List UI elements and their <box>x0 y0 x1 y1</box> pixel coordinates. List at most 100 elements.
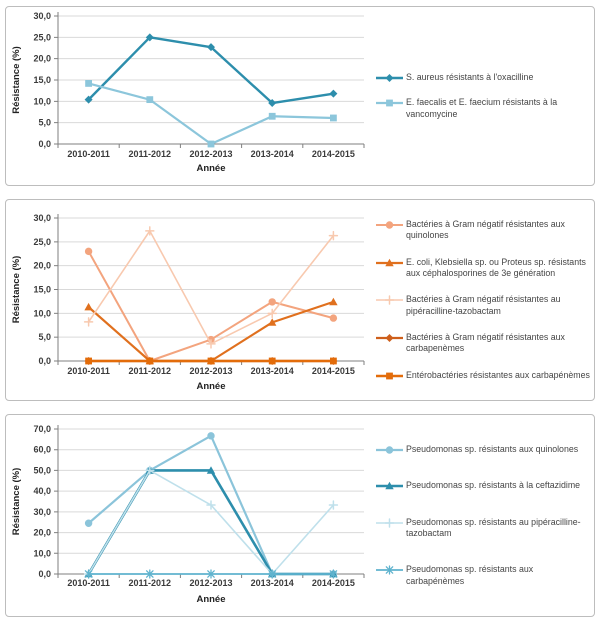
legend-key-icon <box>376 221 403 229</box>
y-tick-label: 0,0 <box>38 356 51 366</box>
triangle-marker-icon <box>84 302 93 311</box>
chart-gram-negative-plot: 0,0 5,0 10,0 15,0 20,0 25,0 30,0 2010-2011 2011-… <box>11 213 365 392</box>
asterisk-marker-icon <box>84 569 93 579</box>
legend-key-icon <box>376 446 403 454</box>
diamond-marker-icon <box>329 89 338 98</box>
plus-marker-icon <box>145 226 155 236</box>
series-2-line <box>84 466 338 578</box>
legend-label: Entérobactéries résistantes aux carbapén… <box>406 369 590 380</box>
plus-marker-icon <box>83 317 94 327</box>
chart-gram-negative-legend: Bactéries à Gram négatif résistantes aux… <box>374 200 594 400</box>
y-tick-label: 25,0 <box>33 32 51 42</box>
x-tick-label: 2013-2014 <box>251 149 294 159</box>
triangle-marker-icon <box>206 466 216 474</box>
circle-marker-icon <box>84 519 93 527</box>
square-marker-icon <box>146 357 154 365</box>
x-axis-labels: 2010-2011 2011-2012 2012-2013 2013-2014 2014… <box>67 366 355 376</box>
x-tick-label: 2010-2011 <box>67 366 110 376</box>
legend-item: Bactéries à Gram négatif résistantes aux… <box>376 219 590 242</box>
circle-marker-icon <box>385 221 394 229</box>
square-marker-icon <box>85 357 92 365</box>
y-tick-label: 5,0 <box>38 332 51 342</box>
legend-item: E. coli, Klebsiella sp. ou Proteus sp. r… <box>376 257 590 280</box>
gridlines <box>58 15 364 124</box>
legend-label: Bactéries à Gram négatif résistantes aux… <box>406 218 565 241</box>
asterisk-marker-icon <box>385 565 394 575</box>
triangle-marker-icon <box>329 297 338 306</box>
diamond-marker-icon <box>84 95 93 104</box>
series-5-line <box>85 357 337 365</box>
legend-item: Pseudomonas sp. résistants à la ceftazid… <box>376 480 590 491</box>
circle-marker-icon <box>329 314 338 322</box>
legend-label: Bactéries à Gram négatif résistantes au … <box>406 294 561 316</box>
chart-gram-positive-plot: 0,0 5,0 10,0 15,0 20,0 25,0 30,0 2010-2011 2011-… <box>11 11 365 174</box>
legend-item: Pseudomonas sp. résistants aux quinolone… <box>376 444 590 455</box>
chart-pseudomonas-legend: Pseudomonas sp. résistants aux quinolone… <box>374 415 594 616</box>
x-tick-label: 2011-2012 <box>129 578 172 588</box>
chart-panel-gram-positive: 0,0 5,0 10,0 15,0 20,0 25,0 30,0 2010-2011 2011-… <box>5 6 595 186</box>
plus-marker-icon <box>384 517 395 528</box>
legend-item: Bactéries à Gram négatif résistantes au … <box>376 294 590 317</box>
x-tick-label: 2011-2012 <box>129 149 172 159</box>
plus-marker-icon <box>206 500 216 510</box>
circle-marker-icon <box>207 432 215 440</box>
x-tick-label: 2014-2015 <box>312 578 355 588</box>
legend-key-icon <box>376 73 403 82</box>
y-tick-label: 10,0 <box>33 548 51 558</box>
legend-key-icon <box>376 295 403 306</box>
square-marker-icon <box>85 80 92 87</box>
legend-item: Pseudomonas sp. résistants au pipéracill… <box>376 517 590 540</box>
triangle-marker-icon <box>385 258 394 266</box>
series-4-line <box>84 569 338 579</box>
series-2-line <box>84 297 338 365</box>
diamond-marker-icon <box>145 33 154 42</box>
plus-marker-icon <box>328 500 339 510</box>
legend-item: E. faecalis et E. faecium résistants à l… <box>376 97 590 120</box>
x-tick-label: 2010-2011 <box>67 578 110 588</box>
x-tick-label: 2011-2012 <box>129 366 172 376</box>
legend-item: Entérobactéries résistantes aux carbapén… <box>376 370 590 381</box>
x-axis-labels: 2010-2011 2011-2012 2012-2013 2013-2014 2014… <box>67 149 355 159</box>
gridlines <box>58 428 364 554</box>
y-tick-label: 0,0 <box>38 569 51 579</box>
y-axis-title: Résistance (%) <box>11 468 22 536</box>
x-tick-label: 2012-2013 <box>189 366 232 376</box>
plus-marker-icon <box>267 308 277 319</box>
circle-marker-icon <box>84 247 93 256</box>
diamond-marker-icon <box>385 73 394 82</box>
legend-label: Pseudomonas sp. résistants au pipéracill… <box>406 516 581 538</box>
legend-label: E. faecalis et E. faecium résistants à l… <box>406 97 558 119</box>
square-marker-icon <box>330 357 337 365</box>
legend-item: Bactéries à Gram négatif résistantes aux… <box>376 332 590 355</box>
x-tick-label: 2014-2015 <box>312 366 355 376</box>
y-tick-label: 25,0 <box>33 237 51 247</box>
y-tick-label: 30,0 <box>33 213 51 223</box>
legend-label: Pseudomonas sp. résistants aux carbapénè… <box>406 564 534 586</box>
legend-key-icon <box>376 258 403 266</box>
square-marker-icon <box>268 112 276 120</box>
asterisk-marker-icon <box>329 569 338 579</box>
plus-marker-icon <box>328 230 339 241</box>
square-marker-icon <box>146 96 154 104</box>
x-tick-label: 2013-2014 <box>251 366 294 376</box>
legend-key-icon <box>376 333 403 342</box>
square-marker-icon <box>386 99 393 107</box>
plus-marker-icon <box>384 295 395 306</box>
y-tick-label: 50,0 <box>33 465 51 475</box>
y-tick-label: 20,0 <box>33 528 51 538</box>
y-axis-ticks: 0,0 5,0 10,0 15,0 20,0 25,0 30,0 <box>33 213 58 366</box>
x-tick-label: 2013-2014 <box>251 578 294 588</box>
square-marker-icon <box>330 114 337 122</box>
y-tick-label: 30,0 <box>33 11 51 21</box>
x-tick-label: 2012-2013 <box>189 149 232 159</box>
chart-pseudomonas-plot: 0,0 10,0 20,0 30,0 40,0 50,0 60,0 70,0 2010-2011… <box>11 424 365 605</box>
plus-marker-icon <box>145 465 155 476</box>
chart-panel-pseudomonas: 0,0 10,0 20,0 30,0 40,0 50,0 60,0 70,0 2010-2011… <box>5 414 595 617</box>
x-axis-title: Année <box>196 594 225 605</box>
legend-label: Pseudomonas sp. résistants à la ceftazid… <box>406 480 581 491</box>
y-tick-label: 40,0 <box>33 486 51 496</box>
y-tick-label: 20,0 <box>33 261 51 271</box>
legend-key-icon <box>376 565 403 575</box>
triangle-marker-icon <box>385 482 394 490</box>
x-axis-title: Année <box>196 381 225 392</box>
